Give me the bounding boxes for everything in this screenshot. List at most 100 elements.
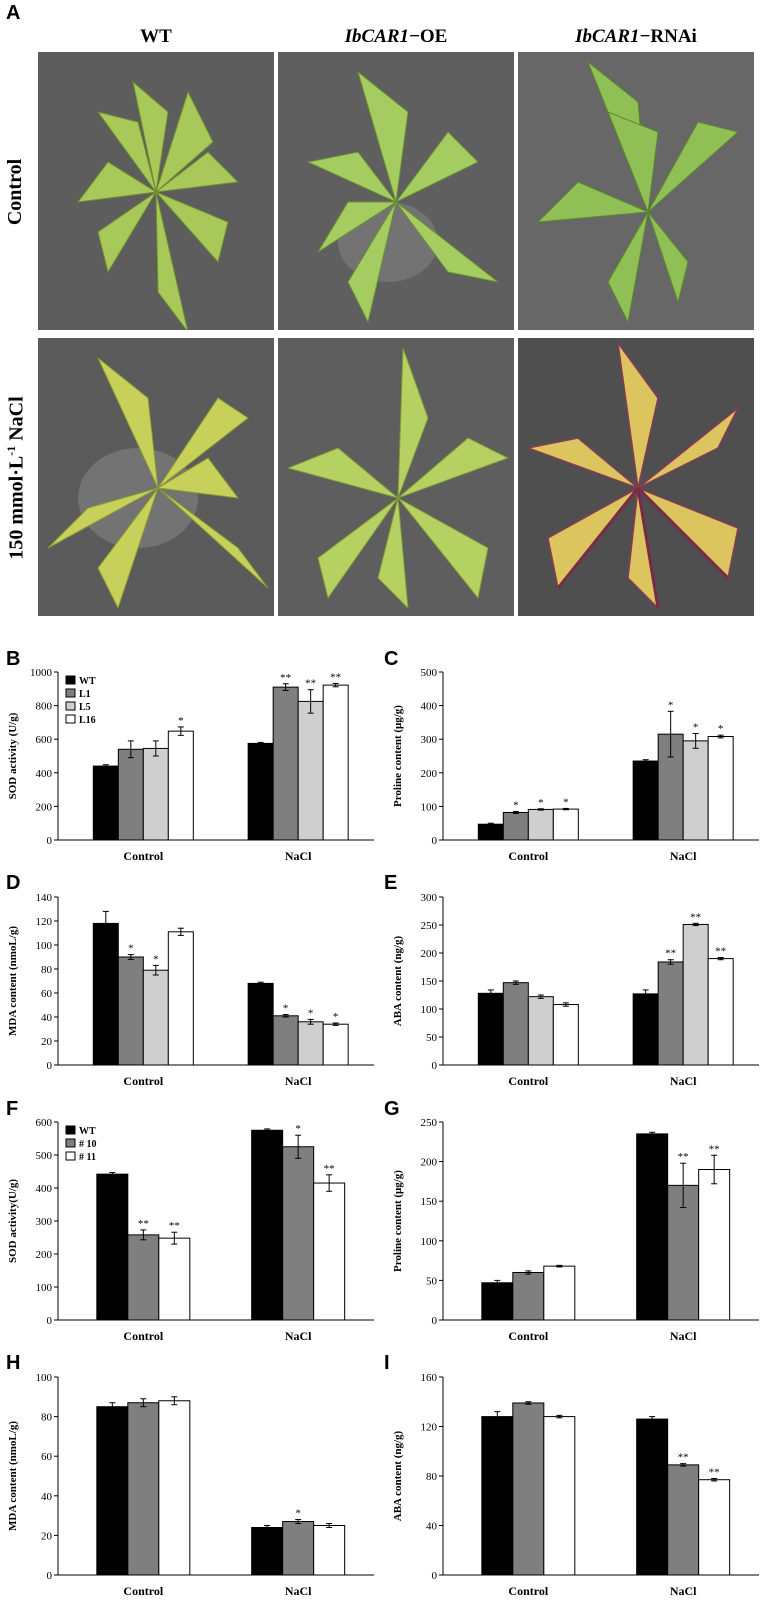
bar (297, 1021, 324, 1066)
legend-label: L5 (79, 702, 91, 713)
bar (682, 923, 709, 1066)
bar (282, 1521, 315, 1576)
y-tick-label: 300 (421, 892, 438, 904)
significance-label: * (295, 1123, 301, 1135)
x-category-label: NaCl (670, 1584, 697, 1598)
bar (96, 1173, 129, 1321)
y-tick-label: 0 (432, 1315, 438, 1327)
panel-letter-h: H (6, 1352, 21, 1374)
significance-label: * (668, 699, 674, 711)
x-category-label: Control (123, 1074, 163, 1088)
significance-label: ** (709, 1143, 720, 1155)
bar (158, 1400, 191, 1576)
significance-label: * (283, 1003, 289, 1015)
significance-label: * (178, 715, 184, 727)
y-tick-label: 100 (421, 1236, 438, 1248)
bar (272, 686, 299, 841)
panel-letter-b: B (6, 648, 21, 670)
photo-rnai-control (518, 52, 754, 330)
legend-swatch (65, 1151, 76, 1161)
significance-label: ** (305, 678, 316, 690)
y-tick-label: 0 (432, 1060, 438, 1072)
significance-label: ** (324, 1163, 335, 1175)
bar (282, 1146, 315, 1321)
column-header-oe: IbCAR1−OE (278, 26, 514, 48)
x-category-label: NaCl (285, 1584, 312, 1598)
significance-label: ** (138, 1218, 149, 1230)
y-tick-label: 0 (47, 1570, 53, 1582)
chart-b: 0 200 400 600 800 1000 SOD activity (U/g) * Cont… (7, 667, 374, 863)
panel-letter-e: E (384, 872, 398, 894)
bar (543, 1416, 576, 1576)
bar (707, 958, 734, 1066)
y-tick-label: 200 (36, 1249, 53, 1261)
bar (512, 1402, 545, 1576)
panel-letter-g: G (384, 1098, 400, 1120)
plant-illustration (518, 52, 754, 330)
y-tick-label: 100 (421, 801, 438, 813)
significance-label: * (693, 721, 699, 733)
significance-label: * (513, 799, 519, 811)
y-tick-label: 200 (421, 948, 438, 960)
y-tick-label: 200 (421, 768, 438, 780)
plant-illustration (278, 52, 514, 330)
y-tick-label: 0 (432, 835, 438, 847)
bar (247, 982, 274, 1066)
panel-letter-a: A (6, 2, 21, 24)
y-tick-label: 0 (47, 1060, 53, 1072)
bar (636, 1418, 669, 1576)
row-label-control: Control (4, 158, 26, 226)
bar (297, 700, 324, 841)
y-tick-label: 80 (41, 1412, 53, 1424)
bar (657, 961, 684, 1066)
y-tick-label: 200 (421, 1157, 438, 1169)
x-category-label: Control (123, 1584, 163, 1598)
bar (167, 730, 194, 841)
legend-label: L1 (79, 689, 91, 700)
y-tick-label: 100 (36, 1282, 53, 1294)
row-label-nacl-text: 150 mmol·L (5, 455, 28, 560)
y-tick-label: 300 (421, 734, 438, 746)
y-tick-label: 150 (421, 1196, 438, 1208)
chart-g: 0 50 100 150 200 250 Proline content (μg/g) Con… (392, 1117, 759, 1343)
bar (322, 684, 349, 841)
significance-label: * (718, 723, 724, 735)
significance-label: * (128, 943, 134, 955)
y-axis-label: SOD activity (U/g) (7, 712, 19, 799)
significance-label: ** (678, 1452, 689, 1464)
bar (322, 1023, 349, 1066)
bar (707, 736, 734, 841)
y-tick-label: 40 (41, 1491, 53, 1503)
chart-h: 0 20 40 60 80 100 MDA content (nmoL/g) Control *… (7, 1372, 374, 1598)
y-tick-label: 0 (432, 1570, 438, 1582)
y-tick-label: 800 (36, 701, 53, 713)
y-tick-label: 250 (421, 920, 438, 932)
bar (272, 1015, 299, 1066)
plant-illustration (38, 52, 274, 330)
legend-swatch (65, 701, 76, 711)
bar (313, 1182, 346, 1321)
significance-label: ** (715, 945, 726, 957)
bar (142, 747, 169, 841)
y-tick-label: 20 (41, 1530, 53, 1542)
y-tick-label: 80 (426, 1471, 438, 1483)
significance-label: ** (690, 911, 701, 923)
legend-label: WT (79, 1126, 96, 1137)
legend-swatch (65, 688, 76, 698)
y-axis-label: SOD activity(U/g) (7, 1179, 19, 1263)
significance-label: * (333, 1011, 339, 1023)
bar (527, 996, 554, 1066)
column-header-wt-text: WT (140, 26, 172, 47)
bar (92, 765, 119, 841)
y-tick-label: 200 (36, 801, 53, 813)
photo-oe-control (278, 52, 514, 330)
y-tick-label: 100 (36, 1372, 53, 1384)
row-label-nacl-sup: -1 (4, 445, 18, 456)
panel-letter-f: F (6, 1098, 19, 1120)
bar (142, 969, 169, 1066)
bar (502, 811, 529, 841)
significance-label: ** (330, 671, 341, 683)
bar (117, 956, 144, 1066)
bar (481, 1416, 514, 1576)
bar (543, 1265, 576, 1321)
